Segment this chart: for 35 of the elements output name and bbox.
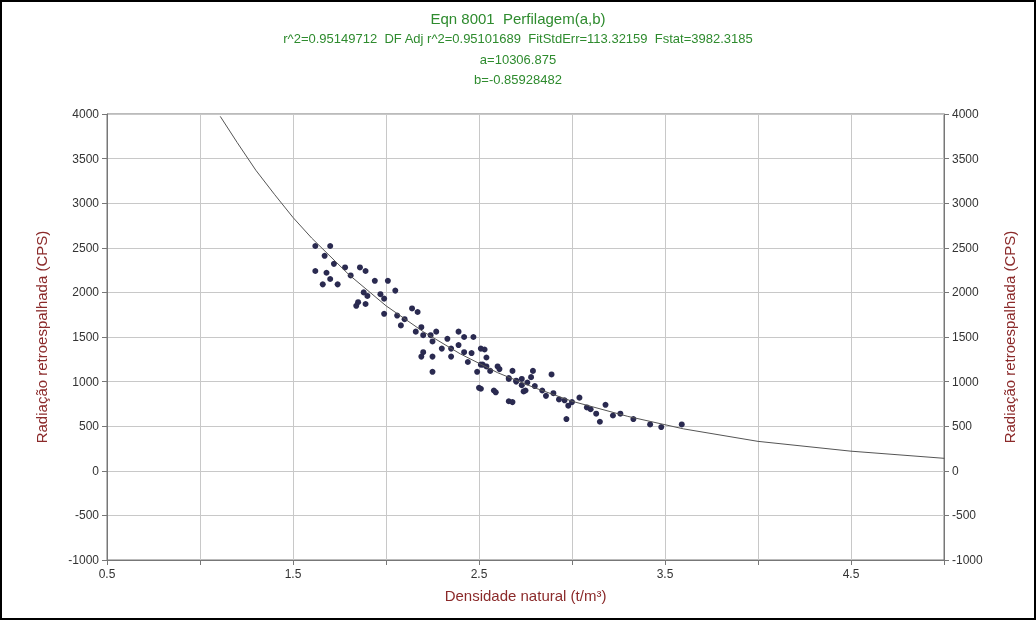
y-tick-label: 3000 [72, 196, 100, 211]
x-tick-label: 3.5 [656, 567, 674, 581]
y-tick-label: 1500 [72, 330, 100, 344]
y2-tick-label: 500 [952, 419, 973, 434]
y2-tick-label: -500 [952, 508, 977, 523]
y2-tick-label: 2000 [952, 285, 980, 300]
y-tick-label: 4000 [72, 107, 100, 121]
y2-tick-label: 0 [952, 463, 959, 478]
x-tick-label: 1.5 [284, 567, 302, 581]
x-axis-title: Densidade natural (t/m³) [444, 587, 607, 604]
y-tick-label: 1000 [72, 374, 100, 389]
text: b=-0.85928482 [474, 72, 562, 87]
y2-tick-label: -1000 [952, 553, 984, 567]
y-tick-label: 3500 [72, 151, 100, 166]
x-tick-label: 4.5 [842, 567, 860, 581]
y2-tick-label: 2500 [952, 240, 980, 255]
x-tick-label: 0.5 [98, 567, 116, 581]
y2-tick-label: 4000 [952, 107, 980, 121]
y-tick-label: 2000 [72, 285, 100, 300]
y2-tick-label: 3000 [952, 196, 980, 211]
y-tick-label: 0 [92, 463, 100, 478]
y2-axis-title: Radiação retroespalhada (CPS) [1001, 230, 1018, 444]
x-tick-label: 2.5 [470, 567, 488, 581]
y2-tick-label: 1500 [952, 330, 980, 344]
y-tick-label: 2500 [72, 240, 100, 255]
y-axis-title: Radiação retroespalhada (CPS) [33, 230, 50, 444]
line-series [219, 116, 945, 459]
y2-tick-label: 3500 [952, 151, 980, 166]
y-tick-label: -1000 [68, 553, 100, 567]
y-tick-label: -500 [74, 508, 100, 523]
y2-tick-label: 1000 [952, 374, 980, 389]
chart-title: Eqn 8001 Perfilagem(a,b) [430, 10, 606, 27]
chart-subtitle: r^2=0.95149712 DF Adj r^2=0.95101689 FitStdErr=113.32159 Fstat=3982.3185 [283, 31, 753, 46]
y-tick-label: 500 [78, 419, 100, 434]
text: a=10306.875 [479, 52, 557, 67]
